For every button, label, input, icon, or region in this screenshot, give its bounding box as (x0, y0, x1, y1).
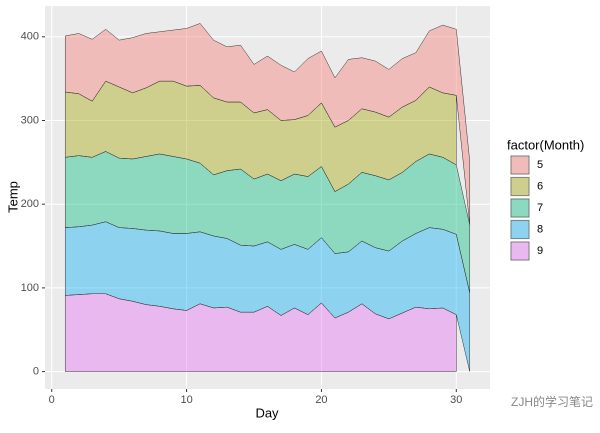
legend-key-bg (510, 241, 530, 261)
x-tick-label: 10 (180, 394, 192, 406)
legend-label: 6 (537, 180, 543, 192)
legend-title: factor(Month) (507, 137, 584, 152)
panel (45, 6, 490, 389)
legend-key-bg (510, 176, 530, 197)
legend-key (510, 155, 530, 175)
y-tick-label: 100 (21, 282, 39, 294)
legend-key-bg (510, 155, 530, 175)
legend-label: 7 (537, 202, 543, 214)
y-tick-label: 300 (21, 114, 39, 126)
legend-key-bg (510, 198, 530, 218)
x-tick-label: 0 (49, 394, 55, 406)
legend-key (510, 241, 530, 261)
legend-key (510, 220, 530, 239)
legend-label: 9 (537, 245, 543, 257)
legend-key-bg (510, 219, 530, 240)
y-tick-label: 200 (21, 198, 39, 210)
y-tick-label: 400 (21, 31, 39, 43)
legend-label: 5 (537, 159, 543, 171)
y-tick-label: 0 (33, 365, 39, 377)
legend-key (510, 177, 530, 196)
y-axis-label: Temp (5, 181, 20, 213)
x-axis-label: Day (255, 405, 279, 420)
x-tick-label: 20 (315, 394, 327, 406)
watermark: ZJH的学习笔记 (511, 394, 593, 409)
legend-key (510, 198, 530, 218)
area (64, 293, 457, 372)
legend-label: 8 (537, 223, 543, 235)
x-tick-label: 30 (450, 394, 462, 406)
